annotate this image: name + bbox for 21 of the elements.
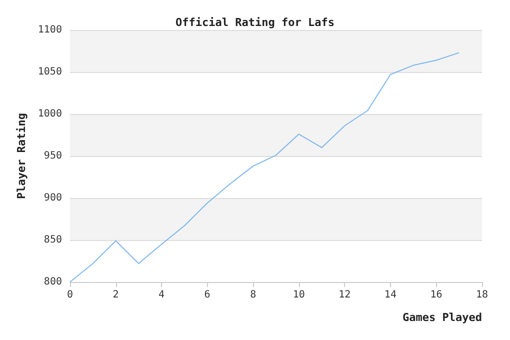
y-tick-label: 950 (44, 150, 62, 162)
y-axis-title: Player Rating (15, 112, 28, 200)
y-tick-label: 1000 (38, 108, 62, 120)
x-tick-label: 18 (476, 290, 488, 300)
y-tick-label: 850 (44, 234, 62, 246)
y-tick-label: 800 (44, 276, 62, 288)
y-tick-label: 1050 (38, 66, 62, 78)
y-tick-label: 900 (44, 192, 62, 204)
x-tick-label: 4 (158, 290, 165, 300)
x-tick-label: 8 (250, 290, 256, 300)
x-tick-label: 16 (430, 290, 442, 300)
x-tick-label: 14 (384, 290, 396, 300)
x-tick-label: 2 (112, 290, 119, 300)
chart-title: Official Rating for Lafs (176, 16, 334, 29)
x-axis-title: Games Played (402, 311, 482, 324)
x-tick-label: 6 (204, 290, 210, 300)
x-tick-label: 10 (292, 290, 305, 300)
y-tick-label: 1100 (38, 24, 62, 36)
x-tick-label: 0 (66, 290, 73, 300)
line-series (69, 52, 460, 282)
x-tick-label: 12 (338, 290, 351, 300)
